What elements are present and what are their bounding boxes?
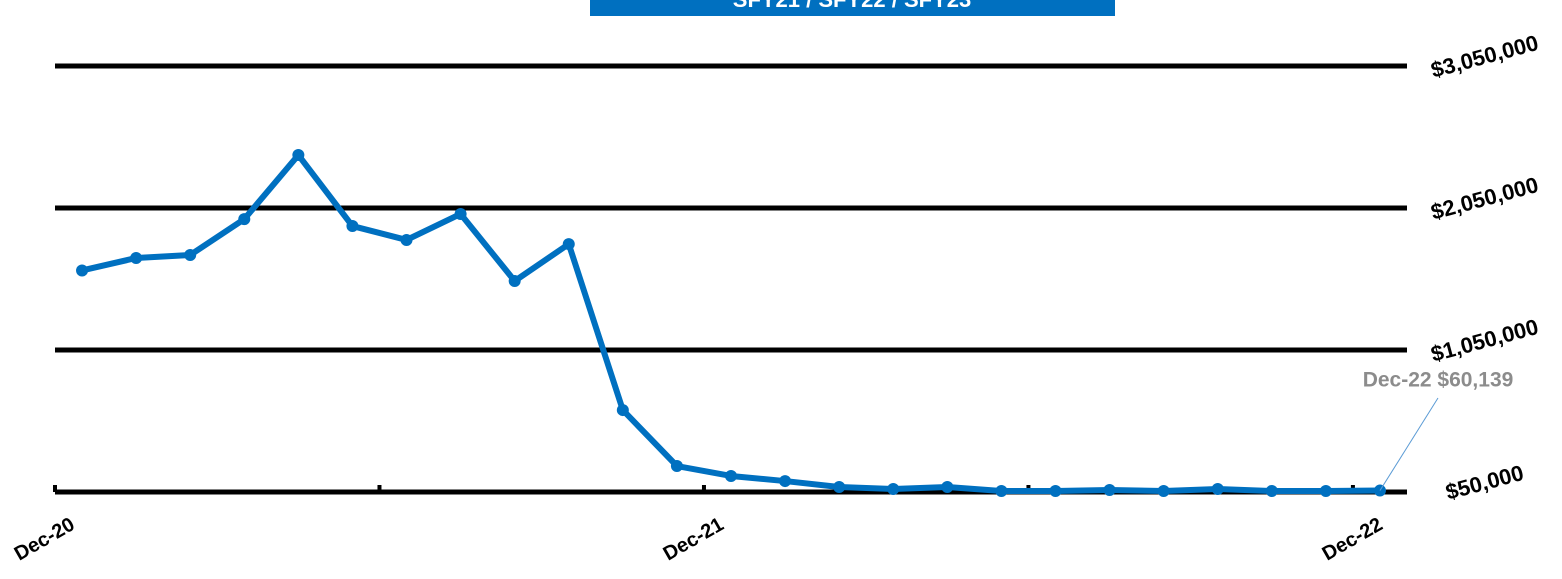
x-tick-label: Dec-22 [1319, 513, 1387, 565]
x-tick-label: Dec-20 [11, 513, 79, 565]
data-point [833, 481, 846, 494]
data-point [184, 249, 197, 262]
data-point [238, 213, 251, 226]
data-point [292, 149, 305, 162]
x-tick-label: Dec-21 [660, 513, 728, 565]
data-point [400, 233, 413, 246]
data-point [887, 483, 900, 496]
data-point [1319, 485, 1332, 498]
y-tick-label: $2,050,000 [1428, 172, 1541, 225]
chart-title: SFY21 / SFY22 / SFY23 [733, 0, 971, 12]
data-point [346, 220, 359, 233]
data-point [995, 485, 1008, 498]
data-point [670, 460, 683, 473]
data-point [1049, 485, 1062, 498]
y-tick-label: $50,000 [1443, 460, 1526, 505]
data-point [508, 274, 521, 287]
data-point [1265, 485, 1278, 498]
data-point [725, 469, 737, 482]
label-leader [1379, 397, 1439, 491]
data-point [76, 264, 89, 277]
data-point [941, 481, 954, 494]
series-line [81, 152, 1380, 495]
data-label: Dec-22 $60,139 [1363, 369, 1514, 392]
data-point [616, 404, 629, 417]
data-point [562, 238, 575, 251]
y-tick-label: $3,050,000 [1428, 30, 1541, 83]
y-tick-label: $1,050,000 [1428, 314, 1541, 367]
data-point [454, 207, 467, 220]
data-point [1211, 483, 1224, 496]
data-point [1103, 484, 1116, 497]
data-point [130, 251, 143, 264]
data-point [1157, 485, 1170, 498]
data-point [779, 475, 792, 488]
title-box [590, 0, 1115, 16]
